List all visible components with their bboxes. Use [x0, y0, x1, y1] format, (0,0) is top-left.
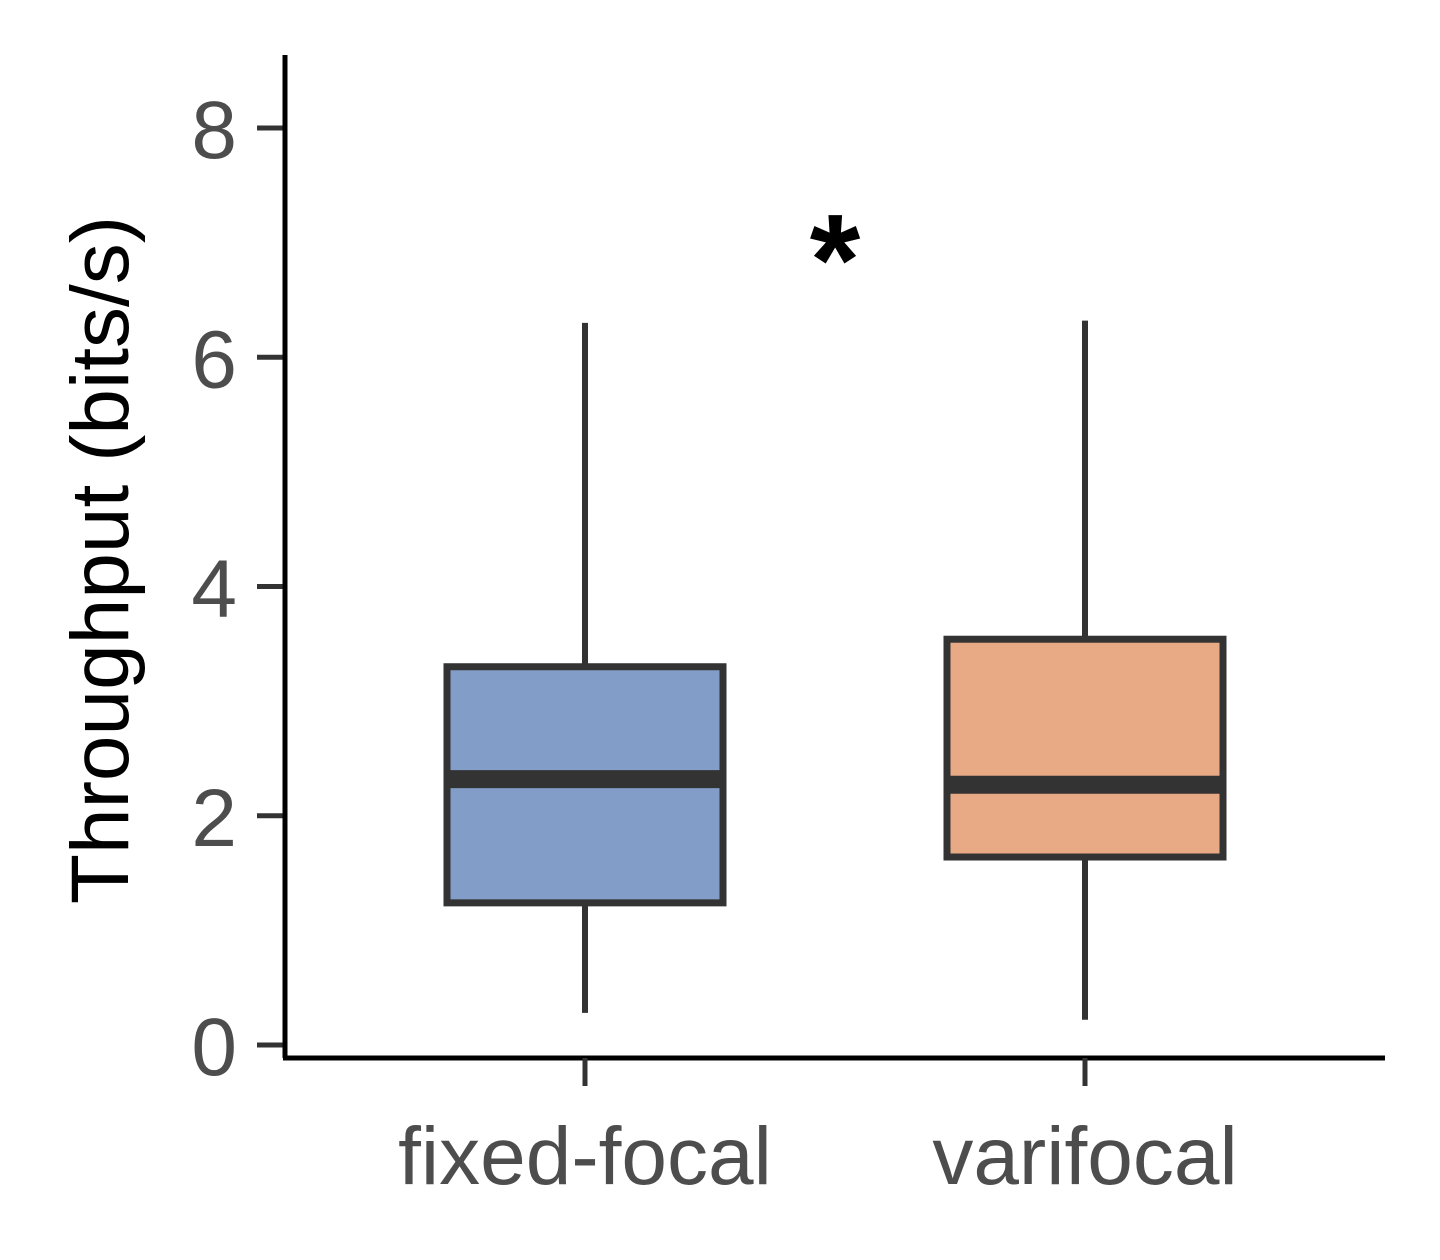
y-tick-label-4: 4 — [191, 544, 237, 635]
y-tick-label-0: 0 — [191, 1002, 237, 1093]
x-ticks: fixed-focal varifocal — [398, 1058, 1238, 1202]
significance-annotation: * — [810, 187, 861, 333]
y-tick-label-8: 8 — [191, 85, 237, 176]
boxes — [443, 320, 1227, 1020]
x-tick-label-varifocal: varifocal — [932, 1111, 1237, 1202]
iqr-box — [943, 635, 1227, 861]
x-tick-label-fixed-focal: fixed-focal — [398, 1111, 772, 1202]
box-varifocal — [943, 320, 1227, 1020]
y-tick-label-6: 6 — [191, 314, 237, 405]
y-ticks: 0 2 4 6 8 — [191, 85, 285, 1093]
box-fixed-focal — [443, 322, 727, 1013]
y-axis-title: Throughput (bits/s) — [55, 216, 146, 904]
y-tick-label-2: 2 — [191, 773, 237, 864]
